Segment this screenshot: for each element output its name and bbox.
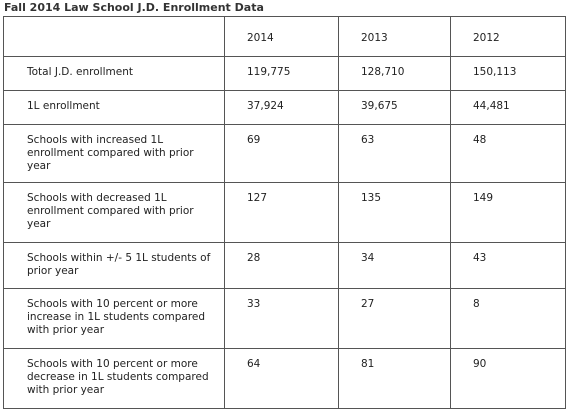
header-cell-label	[3, 16, 225, 57]
cell-value: 44,481	[450, 90, 566, 125]
cell-value: 48	[450, 124, 566, 183]
cell-value: 39,675	[338, 90, 451, 125]
table-row: 1L enrollment 37,924 39,675 44,481	[3, 90, 566, 125]
cell-value: 37,924	[224, 90, 339, 125]
cell-value: 90	[450, 348, 566, 409]
enrollment-table: 2014 2013 2012 Total J.D. enrollment 119…	[3, 16, 566, 409]
header-cell-2012: 2012	[450, 16, 566, 57]
cell-value: 34	[338, 242, 451, 289]
cell-value: 27	[338, 288, 451, 349]
row-label: Total J.D. enrollment	[3, 56, 225, 91]
cell-value: 64	[224, 348, 339, 409]
row-label: Schools with 10 percent or more increase…	[3, 288, 225, 349]
header-cell-2014: 2014	[224, 16, 339, 57]
cell-value: 150,113	[450, 56, 566, 91]
table-title: Fall 2014 Law School J.D. Enrollment Dat…	[4, 1, 264, 14]
table-row: Schools with decreased 1L enrollment com…	[3, 182, 566, 243]
row-label: Schools with 10 percent or more decrease…	[3, 348, 225, 409]
row-label: Schools with increased 1L enrollment com…	[3, 124, 225, 183]
cell-value: 28	[224, 242, 339, 289]
cell-value: 69	[224, 124, 339, 183]
cell-value: 33	[224, 288, 339, 349]
table-header-row: 2014 2013 2012	[3, 16, 566, 57]
cell-value: 81	[338, 348, 451, 409]
table-row: Schools within +/- 5 1L students of prio…	[3, 242, 566, 289]
row-label: Schools within +/- 5 1L students of prio…	[3, 242, 225, 289]
cell-value: 149	[450, 182, 566, 243]
header-cell-2013: 2013	[338, 16, 451, 57]
cell-value: 127	[224, 182, 339, 243]
cell-value: 135	[338, 182, 451, 243]
cell-value: 8	[450, 288, 566, 349]
table-row: Schools with increased 1L enrollment com…	[3, 124, 566, 183]
cell-value: 128,710	[338, 56, 451, 91]
row-label: Schools with decreased 1L enrollment com…	[3, 182, 225, 243]
cell-value: 63	[338, 124, 451, 183]
table-row: Schools with 10 percent or more increase…	[3, 288, 566, 349]
table-row: Total J.D. enrollment 119,775 128,710 15…	[3, 56, 566, 91]
cell-value: 119,775	[224, 56, 339, 91]
table-row: Schools with 10 percent or more decrease…	[3, 348, 566, 409]
cell-value: 43	[450, 242, 566, 289]
row-label: 1L enrollment	[3, 90, 225, 125]
